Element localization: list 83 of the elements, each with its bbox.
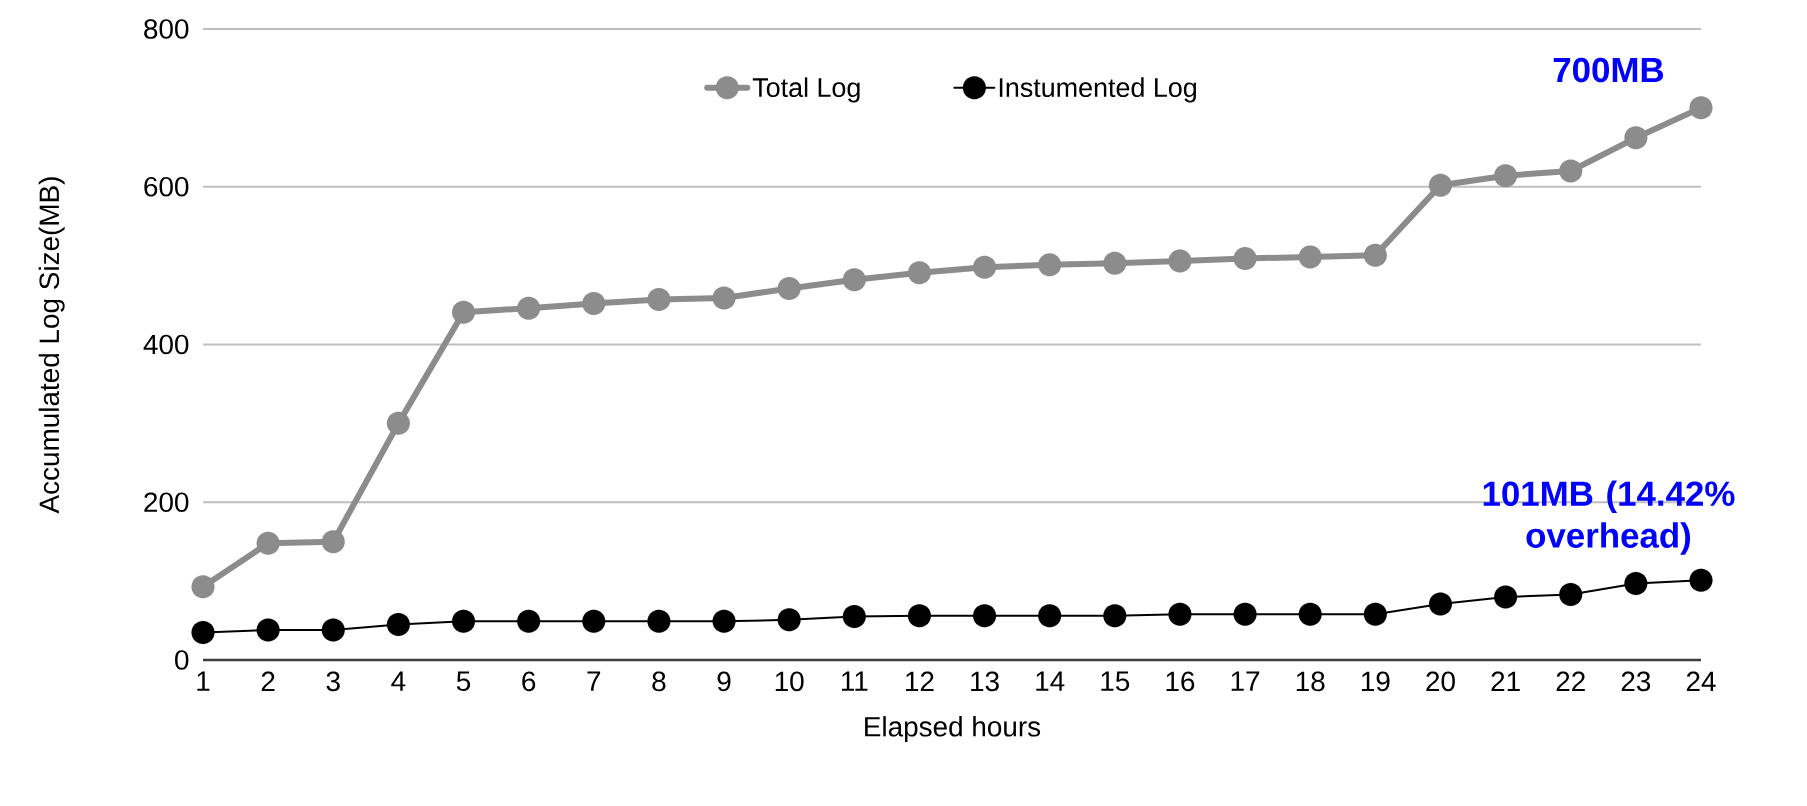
point bbox=[1689, 96, 1713, 120]
x-tick-label: 8 bbox=[652, 671, 666, 692]
point bbox=[907, 261, 931, 285]
point bbox=[1559, 582, 1583, 607]
x-tick-label: 22 bbox=[1556, 671, 1585, 691]
point bbox=[517, 609, 541, 633]
point bbox=[1103, 251, 1127, 275]
x-tick-label: 4 bbox=[391, 671, 406, 691]
point bbox=[973, 604, 997, 628]
point bbox=[321, 618, 345, 642]
x-tick-label: 12 bbox=[906, 671, 934, 691]
point bbox=[256, 531, 280, 555]
x-tick-label: 5 bbox=[456, 671, 471, 691]
point bbox=[191, 575, 215, 599]
y-tick-label: 0 bbox=[175, 650, 189, 670]
point bbox=[582, 291, 606, 316]
point bbox=[907, 604, 931, 628]
x-tick-label: 9 bbox=[717, 671, 731, 692]
point bbox=[386, 411, 410, 435]
x-tick-label: 17 bbox=[1231, 671, 1260, 691]
point bbox=[451, 609, 476, 633]
y-tick-label: 200 bbox=[144, 492, 189, 513]
point bbox=[1624, 126, 1648, 150]
point bbox=[1428, 592, 1453, 616]
x-tick-label: 14 bbox=[1036, 671, 1065, 691]
point bbox=[777, 608, 801, 632]
point bbox=[647, 287, 671, 312]
x-tick-label: 21 bbox=[1491, 671, 1520, 691]
point bbox=[1494, 164, 1518, 188]
point bbox=[1233, 246, 1257, 271]
x-tick-label: 20 bbox=[1426, 671, 1455, 692]
y-tick-label: 800 bbox=[144, 19, 189, 39]
y-axis-title: Accumulated Log Size(MB) bbox=[38, 177, 65, 514]
point bbox=[256, 618, 280, 642]
point bbox=[451, 300, 476, 324]
point bbox=[712, 286, 736, 310]
point bbox=[386, 612, 410, 637]
x-axis-title: Elapsed hours bbox=[865, 716, 1041, 743]
point bbox=[191, 620, 215, 644]
point bbox=[1168, 249, 1192, 273]
point bbox=[712, 609, 736, 633]
x-tick-label: 23 bbox=[1621, 671, 1651, 692]
point bbox=[1689, 568, 1713, 592]
x-tick-label: 19 bbox=[1361, 671, 1390, 692]
x-tick-label: 1 bbox=[197, 671, 210, 691]
point bbox=[973, 255, 997, 279]
x-tick-label: 16 bbox=[1166, 671, 1195, 692]
point bbox=[1103, 604, 1127, 628]
y-tick-label: 600 bbox=[144, 176, 189, 197]
legend-label: Instumented Log bbox=[999, 77, 1196, 103]
point bbox=[1624, 571, 1648, 596]
point bbox=[582, 609, 606, 633]
point bbox=[1559, 159, 1583, 183]
x-tick-label: 11 bbox=[841, 671, 868, 691]
x-tick-label: 10 bbox=[775, 671, 804, 692]
x-tick-label: 3 bbox=[326, 671, 340, 692]
point bbox=[1298, 602, 1322, 626]
x-tick-label: 13 bbox=[971, 671, 999, 692]
legend-label: Total Log bbox=[752, 77, 860, 103]
point bbox=[1494, 585, 1518, 609]
point bbox=[1233, 602, 1257, 626]
point bbox=[842, 268, 866, 292]
point bbox=[1428, 173, 1453, 197]
x-tick-label: 18 bbox=[1296, 671, 1325, 692]
point bbox=[1363, 602, 1387, 626]
x-tick-label: 6 bbox=[522, 671, 536, 692]
x-tick-label: 7 bbox=[587, 671, 601, 691]
point bbox=[647, 609, 671, 633]
x-tick-label: 2 bbox=[261, 671, 275, 691]
annotation: 101MB (14.42% overhead) bbox=[1483, 480, 1735, 555]
point bbox=[517, 296, 541, 320]
point bbox=[842, 605, 866, 629]
point bbox=[1298, 245, 1322, 269]
x-tick-label: 24 bbox=[1686, 671, 1716, 691]
point bbox=[1168, 602, 1192, 626]
x-tick-label: 15 bbox=[1101, 671, 1130, 691]
annotation: 700MB bbox=[1553, 57, 1664, 83]
y-tick-label: 400 bbox=[143, 334, 189, 355]
point bbox=[1038, 253, 1062, 277]
point bbox=[777, 276, 801, 301]
point bbox=[321, 530, 345, 554]
point bbox=[1363, 243, 1387, 267]
point bbox=[1038, 604, 1062, 628]
